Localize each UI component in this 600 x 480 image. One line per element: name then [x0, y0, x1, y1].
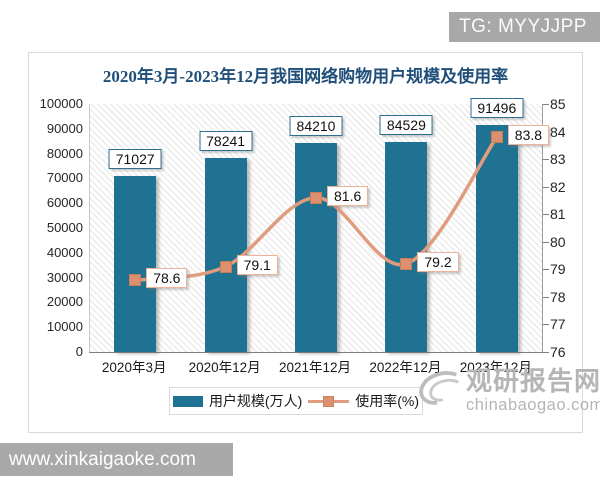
x-axis-label: 2020年12月 — [188, 360, 261, 375]
right-axis-tick: 80 — [550, 233, 566, 250]
bar-value-label: 78241 — [199, 130, 253, 151]
user-scale-bar — [295, 143, 337, 352]
x-axis-label: 2023年12月 — [459, 360, 532, 375]
left-axis-tick: 50000 — [46, 220, 83, 235]
chinabaogao-watermark: 观研报告网 chinabaogao.com — [414, 368, 600, 415]
legend-line-label: 使用率(%) — [355, 393, 420, 409]
legend-line-segment — [308, 399, 324, 403]
legend-line-marker — [323, 395, 335, 407]
chinabaogao-watermark-cn: 观研报告网 — [466, 366, 600, 396]
right-axis-tick-mark — [542, 324, 549, 326]
user-scale-bar — [114, 175, 157, 352]
x-axis-label: 2020年3月 — [101, 360, 167, 375]
left-axis-tick: 90000 — [46, 120, 83, 136]
right-axis-tick-mark — [542, 296, 549, 298]
right-axis-tick-mark — [542, 352, 549, 353]
left-axis-tick: 0 — [75, 344, 83, 359]
tg-watermark-badge: TG: MYYJJPP — [449, 12, 600, 42]
right-axis-tick-mark — [542, 241, 549, 243]
usage-rate-marker — [490, 131, 503, 144]
chinabaogao-logo-icon — [419, 371, 459, 405]
usage-rate-value-label: 83.8 — [507, 125, 550, 146]
legend-line-segment — [334, 399, 350, 403]
usage-rate-value-label: 79.2 — [417, 251, 459, 272]
left-axis-tick: 40000 — [46, 244, 83, 260]
usage-rate-marker — [129, 274, 142, 287]
right-axis-tick: 77 — [550, 316, 566, 333]
legend-bar-label: 用户规模(万人) — [208, 393, 303, 409]
right-axis-tick: 82 — [550, 178, 566, 195]
usage-rate-marker — [219, 260, 232, 273]
bottom-url-bar: www.xinkaigaoke.com — [0, 443, 233, 476]
right-axis-tick: 78 — [550, 288, 566, 305]
x-axis-label: 2021年12月 — [278, 360, 352, 375]
right-axis-tick-mark — [542, 186, 549, 188]
right-axis-tick-mark — [542, 214, 549, 216]
left-axis-tick: 20000 — [46, 294, 83, 310]
left-axis-tick: 70000 — [46, 170, 83, 186]
plot-area: 71027 78241 84210 84529 91496 78.6 79.1 81.6 79.… — [89, 98, 550, 353]
bar-value-label: 84210 — [289, 116, 343, 137]
left-axis-tick: 80000 — [46, 145, 83, 161]
right-axis-tick-mark — [542, 159, 549, 161]
chinabaogao-watermark-en: chinabaogao.com — [466, 396, 600, 414]
chart-container: 2020年3月-2023年12月我国网络购物用户规模及使用率 100000 900… — [28, 52, 583, 433]
bar-value-label: 84529 — [379, 115, 433, 136]
right-axis-tick-mark — [542, 104, 549, 105]
user-scale-bar — [385, 142, 428, 352]
legend: 用户规模(万人) 使用率(%) — [169, 387, 423, 415]
legend-line-swatch-icon — [308, 395, 350, 407]
x-axis-label: 2022年12月 — [369, 360, 442, 375]
chart-title: 2020年3月-2023年12月我国网络购物用户规模及使用率 — [102, 67, 509, 86]
right-axis-tick: 84 — [550, 123, 566, 140]
chinabaogao-watermark-text: 观研报告网 chinabaogao.com — [466, 368, 600, 415]
right-axis-tick-mark — [542, 269, 549, 271]
right-axis-tick: 76 — [550, 344, 566, 360]
left-axis-tick: 60000 — [46, 195, 83, 211]
legend-bar-swatch-icon — [172, 395, 203, 407]
left-axis-tick: 30000 — [46, 269, 83, 285]
left-axis-tick: 10000 — [46, 319, 83, 335]
usage-rate-marker — [400, 257, 413, 270]
bar-value-label: 71027 — [108, 148, 162, 169]
usage-rate-value-label: 78.6 — [146, 268, 188, 289]
right-axis-tick: 79 — [550, 261, 566, 278]
left-axis-tick: 100000 — [39, 96, 83, 111]
bar-value-label: 91496 — [470, 98, 524, 119]
usage-rate-value-label: 79.1 — [236, 254, 278, 275]
right-axis-tick: 81 — [550, 206, 566, 223]
right-axis-tick: 83 — [550, 151, 566, 168]
right-axis-tick: 85 — [550, 96, 566, 112]
usage-rate-value-label: 81.6 — [327, 185, 369, 206]
usage-rate-marker — [310, 191, 322, 204]
usage-rate-line — [133, 135, 499, 283]
